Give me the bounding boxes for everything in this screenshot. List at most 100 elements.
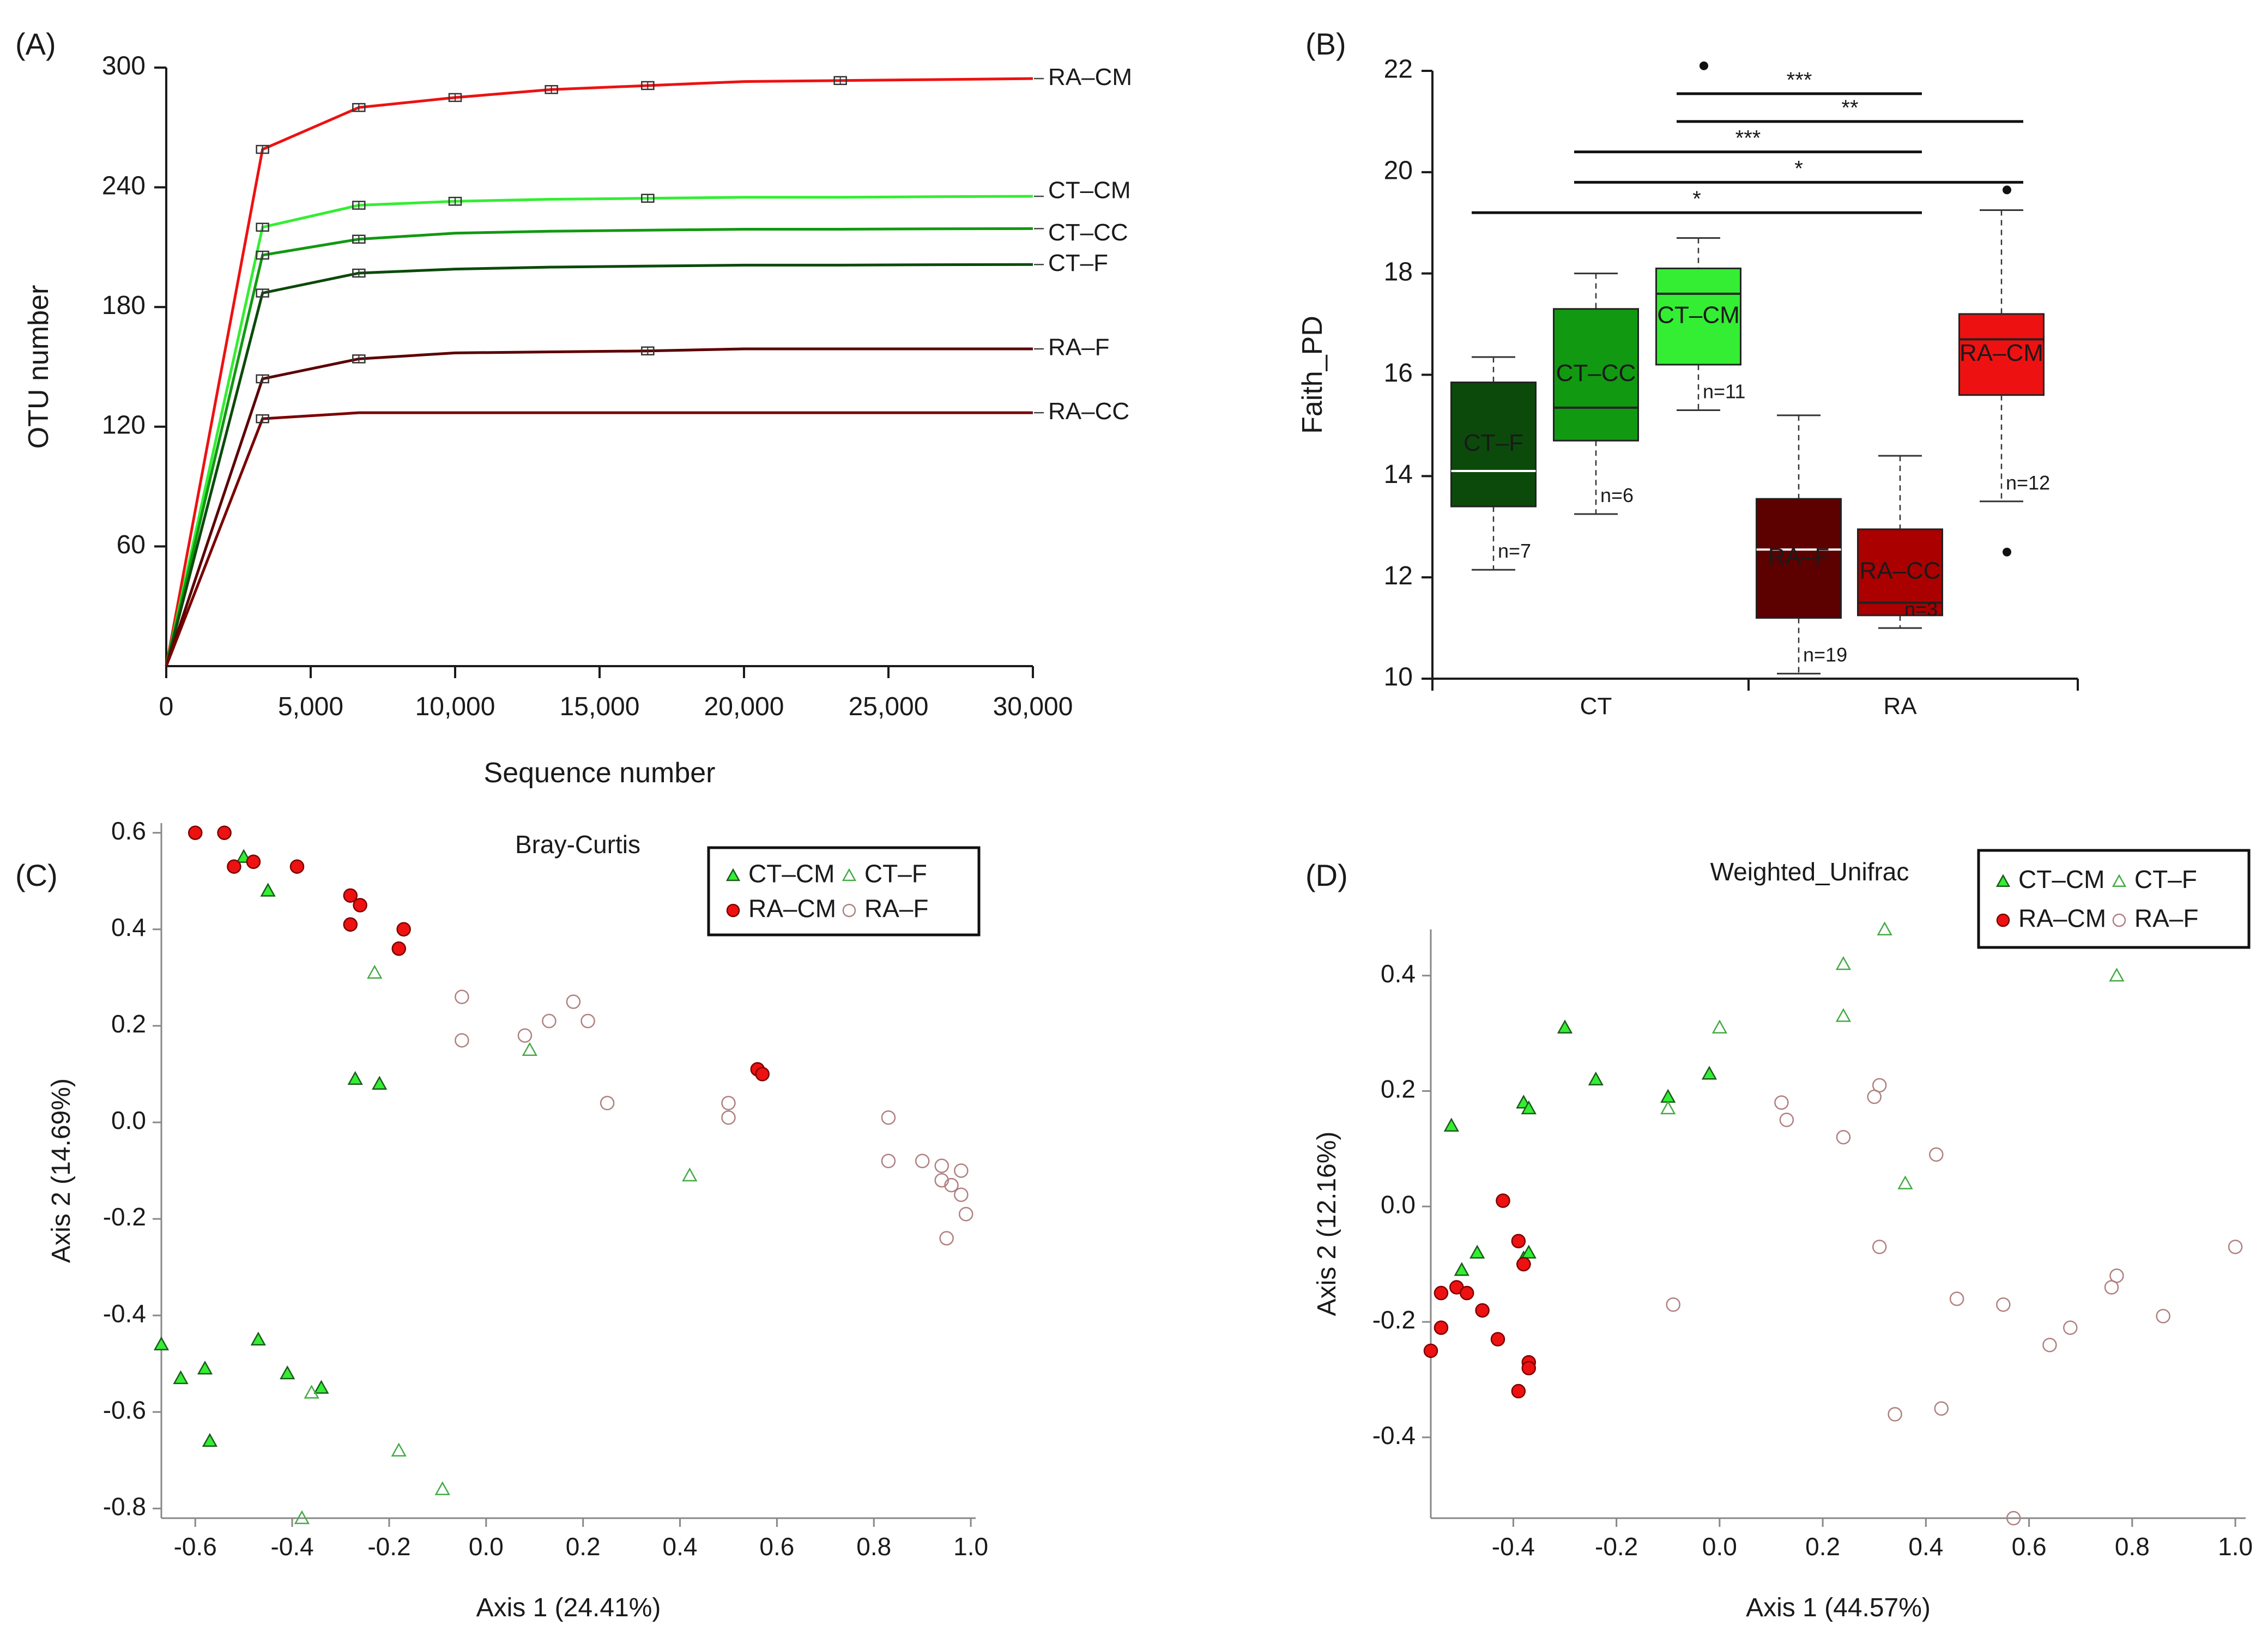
scatter-point (1521, 1100, 1537, 1115)
x-tick-label: 0.2 (566, 1532, 601, 1561)
box-RA–CM: RA–CM n=12 (1958, 185, 2050, 557)
scatter-point (227, 859, 241, 874)
x-axis-title: Axis 1 (44.57%) (1746, 1593, 1931, 1622)
box-body (1553, 308, 1639, 442)
legend-marker (2112, 874, 2127, 887)
y-tick-label: 0.0 (111, 1106, 146, 1134)
scatter-point (1511, 1384, 1526, 1399)
scatter-point (1897, 1175, 1913, 1189)
legend-label: RA–CM (748, 894, 836, 922)
y-tick-label: 0.2 (111, 1010, 146, 1038)
scatter-point (455, 989, 469, 1004)
x-tick-label: 0.0 (1702, 1532, 1737, 1561)
box-label: CT–CC (1556, 360, 1636, 386)
y-tick-label: 12 (1384, 561, 1413, 590)
legend: CT–CM CT–F RA–CM RA–F (707, 846, 981, 937)
scatter-point (2156, 1309, 2170, 1324)
scatter-point (1774, 1095, 1789, 1110)
scatter-point (1496, 1193, 1510, 1208)
panel-label-b: (B) (1305, 27, 1346, 61)
legend-frame (707, 846, 981, 937)
scatter-point (289, 859, 305, 874)
x-axis-title: Axis 1 (24.41%) (476, 1593, 661, 1622)
x-tick-label: 0.8 (856, 1532, 891, 1561)
x-tick-label: -0.6 (174, 1532, 217, 1561)
scatter-point (1949, 1291, 1964, 1306)
panel-label-c: (C) (15, 858, 58, 892)
y-tick-label: 300 (102, 52, 146, 81)
legend-frame (1977, 849, 2251, 949)
series-label-RA–CM: RA–CM (1048, 64, 1132, 90)
scatter-point (188, 825, 203, 840)
x-tick-label: 25,000 (849, 692, 929, 721)
y-tick-label: -0.2 (1372, 1306, 1416, 1334)
box-outlier (2003, 185, 2011, 195)
scatter-point (1835, 956, 1852, 970)
box-label: RA–CM (1959, 340, 2043, 366)
legend-label: CT–CM (2018, 865, 2104, 893)
series-RA–F (455, 989, 973, 1246)
box-n-label: n=12 (2006, 472, 2050, 494)
scatter-point (1490, 1332, 1505, 1347)
scatter-point (1557, 1019, 1573, 1034)
scatter-point (1521, 1245, 1537, 1259)
scatter-point (517, 1028, 533, 1043)
y-tick-label: 60 (117, 530, 146, 559)
x-axis-title: Sequence number (484, 757, 716, 789)
scatter-point (522, 1042, 537, 1056)
scatter-point (1469, 1245, 1485, 1259)
scatter-point (260, 883, 276, 897)
scatter-point (343, 917, 358, 932)
series-line-RA–CC (165, 411, 1033, 667)
panel-b: 10 12 14 16 18 20 22 CT RA Faith_PD CT–F n=7 CT–CC n=… (1297, 55, 2079, 720)
scatter-point (1454, 1262, 1469, 1276)
x-tick-label: 1.0 (2218, 1532, 2253, 1561)
y-tick-label: -0.2 (103, 1203, 146, 1231)
y-tick-label: 240 (102, 171, 146, 200)
series-CT–F (1660, 921, 2125, 1189)
scatter-point (1779, 1113, 1794, 1127)
scatter-point (2109, 1268, 2124, 1283)
y-axis-title: Faith_PD (1297, 316, 1328, 434)
scatter-point (367, 964, 383, 979)
scatter-point (1877, 921, 1892, 935)
significance-label: * (1794, 156, 1803, 180)
group-label-ct: CT (1580, 693, 1612, 720)
box-RA–F: RA–F n=19 (1756, 414, 1847, 675)
plot-title: Bray-Curtis (515, 830, 640, 859)
x-tick-label: -0.2 (1595, 1532, 1638, 1561)
scatter-point (958, 1206, 973, 1222)
plot-title: Weighted_Unifrac (1710, 857, 1909, 886)
y-tick-label: -0.6 (103, 1396, 146, 1424)
panel-label-a: (A) (15, 27, 56, 61)
legend-marker (1995, 874, 2011, 887)
series-label-RA–CC: RA–CC (1048, 398, 1129, 425)
scatter-point (2228, 1240, 2243, 1254)
legend-marker (1996, 913, 2010, 927)
group-label-ra: RA (1883, 693, 1917, 720)
scatter-point (173, 1370, 189, 1385)
box-body (1655, 267, 1741, 366)
y-tick-label: -0.8 (103, 1492, 146, 1520)
y-tick-label: 0.0 (1381, 1190, 1416, 1218)
y-tick-label: 16 (1384, 359, 1413, 388)
series-RA–F (1666, 1078, 2243, 1526)
scatter-point (1666, 1297, 1680, 1312)
scatter-point (391, 1442, 407, 1457)
x-tick-label: 30,000 (993, 692, 1073, 721)
scatter-point (1434, 1320, 1449, 1335)
significance-label: ** (1841, 96, 1858, 120)
y-tick-label: -0.4 (1372, 1421, 1416, 1449)
x-tick-label: 0.0 (469, 1532, 504, 1561)
legend-label: CT–F (2134, 865, 2197, 893)
scatter-point (939, 1231, 954, 1246)
box-n-label: n=3 (1904, 598, 1938, 620)
panel-label-d: (D) (1305, 858, 1348, 892)
significance-label: * (1692, 187, 1701, 211)
scatter-point (755, 1067, 770, 1082)
box-label: RA–CC (1859, 558, 1940, 584)
panel-c: -0.8 -0.6 -0.4 -0.2 0.0 0.2 0.4 0.6 -0.6 -0.4 -0.2… (47, 817, 988, 1622)
box-n-label: n=19 (1803, 644, 1847, 666)
box-body (1958, 313, 2045, 396)
scatter-point (954, 1163, 969, 1178)
